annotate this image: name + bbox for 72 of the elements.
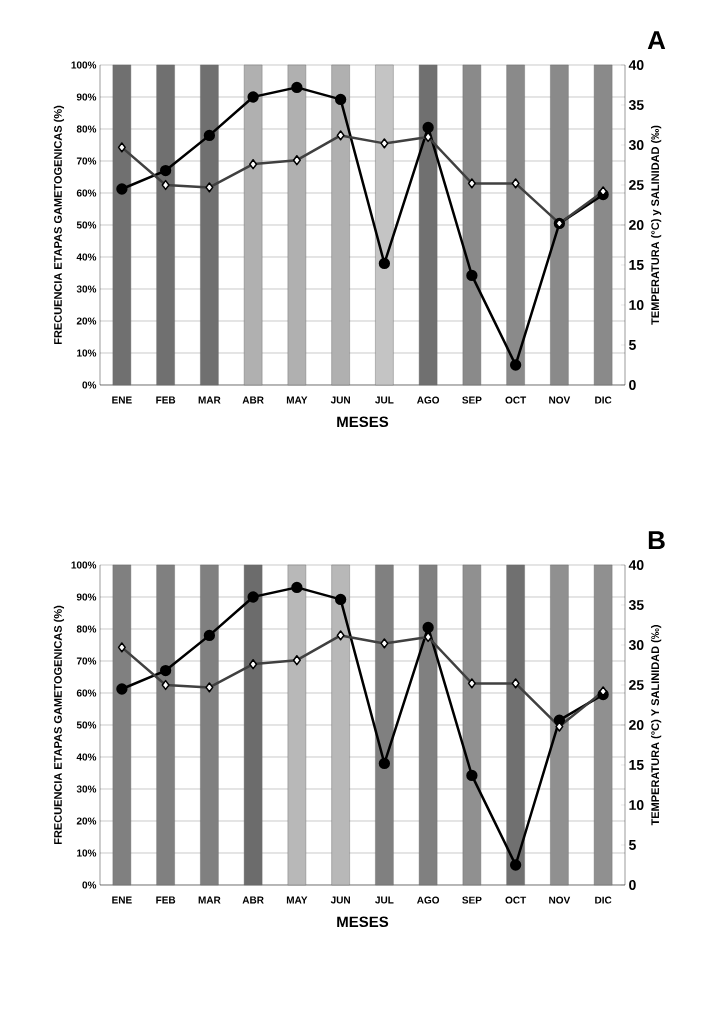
x-tick-label: MAR — [198, 896, 221, 904]
x-tick-label: JUN — [330, 396, 350, 404]
y-tick-label: 10% — [77, 349, 97, 357]
x-tick-label: JUL — [375, 896, 394, 904]
x-tick-label: SEP — [462, 396, 482, 404]
y-tick-label: 60% — [76, 689, 97, 697]
y2-tick-label: 15 — [629, 760, 644, 770]
y2-tick-label: 10 — [629, 800, 644, 810]
y2-tick-label: 5 — [628, 840, 636, 850]
x-tick-label: ENE — [112, 396, 132, 404]
y-tick-label: 80% — [76, 625, 97, 633]
x-tick-label: MAY — [286, 396, 308, 404]
y2-axis-title: TEMPERATURA (°C) y SALINIDAD (‰) — [650, 125, 662, 325]
y-tick-label: 10% — [77, 849, 97, 857]
y-tick-label: 70% — [76, 157, 97, 165]
y-tick-label: 30% — [76, 285, 97, 293]
y2-tick-label: 30 — [628, 140, 644, 150]
y-tick-label: 80% — [76, 125, 97, 133]
y2-tick-label: 35 — [628, 100, 644, 110]
x-tick-label: FEB — [156, 396, 176, 404]
chart-title: B — [648, 531, 665, 550]
y-tick-label: 100% — [71, 61, 97, 69]
y2-tick-label: 10 — [629, 300, 644, 310]
y-tick-label: 40% — [76, 253, 97, 261]
y-tick-label: 40% — [76, 753, 97, 761]
x-tick-label: JUN — [330, 896, 350, 904]
x-tick-label: ABR — [242, 396, 264, 404]
x-tick-label: MAY — [286, 896, 308, 904]
x-tick-label: MAR — [198, 396, 221, 404]
y-tick-label: 70% — [76, 657, 97, 665]
chart-title: A — [647, 31, 666, 50]
y2-tick-label: 35 — [628, 600, 644, 610]
y2-axis-title: TEMPERATURA (°C) Y SALINIDAD (‰) — [650, 625, 662, 826]
y-tick-label: 30% — [76, 785, 97, 793]
y2-tick-label: 25 — [629, 680, 644, 690]
y2-tick-label: 20 — [629, 220, 644, 230]
x-tick-label: DIC — [595, 896, 612, 904]
y2-tick-label: 40 — [628, 560, 644, 570]
x-tick-label: OCT — [505, 396, 527, 404]
y-axis-title: FRECUENCIA ETAPAS GAMETOGENICAS (%) — [53, 105, 65, 345]
x-axis-title: MESES — [337, 416, 389, 428]
y2-tick-label: 25 — [629, 180, 644, 190]
x-tick-label: AGO — [416, 396, 440, 404]
x-tick-label: NOV — [549, 396, 571, 404]
y2-tick-label: 0 — [629, 880, 636, 890]
y-tick-label: 100% — [71, 561, 97, 569]
x-axis-title: MESES — [337, 916, 389, 928]
y-axis-title: FRECUENCIA ETAPAS GAMETOGENICAS (%) — [53, 605, 65, 845]
x-tick-label: FEB — [156, 896, 176, 904]
y-tick-label: 50% — [76, 721, 97, 729]
x-tick-label: SEP — [462, 896, 482, 904]
y2-tick-label: 40 — [628, 60, 644, 70]
y2-tick-label: 15 — [629, 260, 644, 270]
x-tick-label: DIC — [595, 396, 612, 404]
y-tick-label: 90% — [76, 593, 97, 601]
x-tick-label: OCT — [505, 896, 527, 904]
y-tick-label: 0% — [82, 881, 97, 889]
y-tick-label: 90% — [76, 93, 97, 101]
x-tick-label: ABR — [242, 896, 264, 904]
y-tick-label: 50% — [76, 221, 97, 229]
x-tick-label: ENE — [112, 896, 132, 904]
y-tick-label: 20% — [76, 317, 97, 325]
y2-tick-label: 30 — [628, 640, 644, 650]
x-tick-label: NOV — [549, 896, 571, 904]
x-tick-label: JUL — [375, 396, 394, 404]
y-tick-label: 60% — [76, 189, 97, 197]
x-tick-label: AGO — [416, 896, 440, 904]
y-tick-label: 0% — [82, 381, 97, 389]
y2-tick-label: 0 — [629, 380, 636, 390]
y2-tick-label: 5 — [628, 340, 636, 350]
y2-tick-label: 20 — [629, 720, 644, 730]
y-tick-label: 20% — [76, 817, 97, 825]
